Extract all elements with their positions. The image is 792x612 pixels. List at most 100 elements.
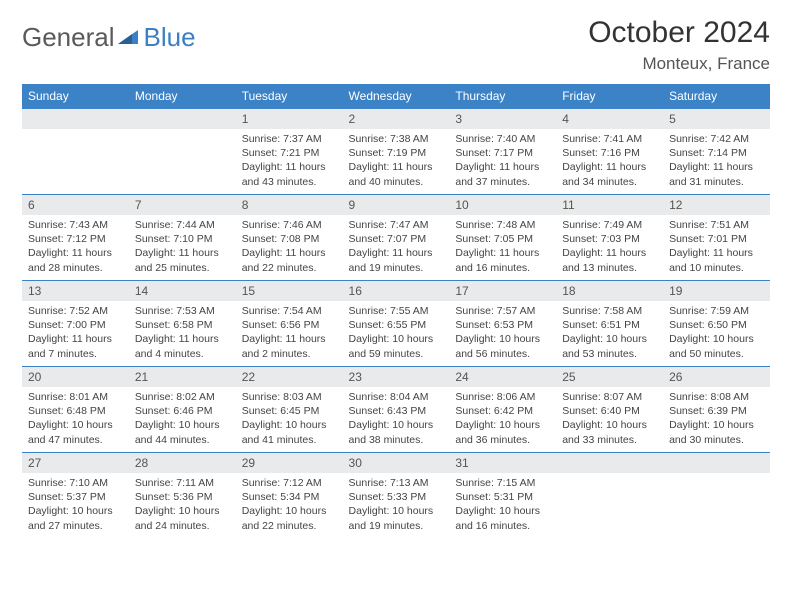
day-content: Sunrise: 7:38 AMSunset: 7:19 PMDaylight:…: [343, 129, 450, 194]
day-content: Sunrise: 8:03 AMSunset: 6:45 PMDaylight:…: [236, 387, 343, 452]
day-content: [22, 129, 129, 179]
day-cell: [556, 453, 663, 539]
day-header-cell: Thursday: [449, 84, 556, 109]
day-number-bar: [22, 109, 129, 129]
day-number-bar: 1: [236, 109, 343, 129]
day-content: Sunrise: 7:10 AMSunset: 5:37 PMDaylight:…: [22, 473, 129, 538]
brand-triangle-icon: [118, 22, 140, 53]
day-cell: 26Sunrise: 8:08 AMSunset: 6:39 PMDayligh…: [663, 367, 770, 453]
day-cell: 28Sunrise: 7:11 AMSunset: 5:36 PMDayligh…: [129, 453, 236, 539]
day-content: Sunrise: 7:43 AMSunset: 7:12 PMDaylight:…: [22, 215, 129, 280]
day-cell: 8Sunrise: 7:46 AMSunset: 7:08 PMDaylight…: [236, 195, 343, 281]
day-cell: 25Sunrise: 8:07 AMSunset: 6:40 PMDayligh…: [556, 367, 663, 453]
day-number-bar: [556, 453, 663, 473]
day-header-cell: Wednesday: [343, 84, 450, 109]
day-number-bar: 7: [129, 195, 236, 215]
day-cell: 17Sunrise: 7:57 AMSunset: 6:53 PMDayligh…: [449, 281, 556, 367]
day-number-bar: 28: [129, 453, 236, 473]
day-content: Sunrise: 7:55 AMSunset: 6:55 PMDaylight:…: [343, 301, 450, 366]
day-cell: 16Sunrise: 7:55 AMSunset: 6:55 PMDayligh…: [343, 281, 450, 367]
day-number-bar: 13: [22, 281, 129, 301]
week-row: 6Sunrise: 7:43 AMSunset: 7:12 PMDaylight…: [22, 195, 770, 281]
day-cell: 30Sunrise: 7:13 AMSunset: 5:33 PMDayligh…: [343, 453, 450, 539]
day-content: Sunrise: 7:41 AMSunset: 7:16 PMDaylight:…: [556, 129, 663, 194]
day-header-cell: Saturday: [663, 84, 770, 109]
day-number-bar: 26: [663, 367, 770, 387]
day-content: Sunrise: 7:15 AMSunset: 5:31 PMDaylight:…: [449, 473, 556, 538]
day-cell: 1Sunrise: 7:37 AMSunset: 7:21 PMDaylight…: [236, 109, 343, 195]
day-cell: 9Sunrise: 7:47 AMSunset: 7:07 PMDaylight…: [343, 195, 450, 281]
day-number-bar: 15: [236, 281, 343, 301]
day-cell: [22, 109, 129, 195]
day-number-bar: 16: [343, 281, 450, 301]
day-content: Sunrise: 7:44 AMSunset: 7:10 PMDaylight:…: [129, 215, 236, 280]
day-cell: 27Sunrise: 7:10 AMSunset: 5:37 PMDayligh…: [22, 453, 129, 539]
day-content: Sunrise: 8:04 AMSunset: 6:43 PMDaylight:…: [343, 387, 450, 452]
day-content: Sunrise: 7:53 AMSunset: 6:58 PMDaylight:…: [129, 301, 236, 366]
day-header-cell: Sunday: [22, 84, 129, 109]
day-content: Sunrise: 7:11 AMSunset: 5:36 PMDaylight:…: [129, 473, 236, 538]
day-number-bar: 5: [663, 109, 770, 129]
day-cell: 12Sunrise: 7:51 AMSunset: 7:01 PMDayligh…: [663, 195, 770, 281]
day-cell: 3Sunrise: 7:40 AMSunset: 7:17 PMDaylight…: [449, 109, 556, 195]
calendar-table: SundayMondayTuesdayWednesdayThursdayFrid…: [22, 84, 770, 539]
day-number-bar: [663, 453, 770, 473]
week-row: 1Sunrise: 7:37 AMSunset: 7:21 PMDaylight…: [22, 109, 770, 195]
day-header-row: SundayMondayTuesdayWednesdayThursdayFrid…: [22, 84, 770, 109]
day-number-bar: 19: [663, 281, 770, 301]
day-content: Sunrise: 7:13 AMSunset: 5:33 PMDaylight:…: [343, 473, 450, 538]
day-number-bar: 27: [22, 453, 129, 473]
day-content: Sunrise: 8:06 AMSunset: 6:42 PMDaylight:…: [449, 387, 556, 452]
day-content: [129, 129, 236, 179]
location: Monteux, France: [588, 54, 770, 74]
day-number-bar: 20: [22, 367, 129, 387]
day-content: [663, 473, 770, 523]
day-number-bar: 10: [449, 195, 556, 215]
day-content: Sunrise: 7:52 AMSunset: 7:00 PMDaylight:…: [22, 301, 129, 366]
day-content: Sunrise: 7:49 AMSunset: 7:03 PMDaylight:…: [556, 215, 663, 280]
day-cell: 13Sunrise: 7:52 AMSunset: 7:00 PMDayligh…: [22, 281, 129, 367]
brand-part2: Blue: [144, 22, 196, 53]
day-cell: 11Sunrise: 7:49 AMSunset: 7:03 PMDayligh…: [556, 195, 663, 281]
day-number-bar: 30: [343, 453, 450, 473]
day-number-bar: 4: [556, 109, 663, 129]
day-content: Sunrise: 7:51 AMSunset: 7:01 PMDaylight:…: [663, 215, 770, 280]
day-content: Sunrise: 7:58 AMSunset: 6:51 PMDaylight:…: [556, 301, 663, 366]
day-number-bar: 6: [22, 195, 129, 215]
day-cell: 20Sunrise: 8:01 AMSunset: 6:48 PMDayligh…: [22, 367, 129, 453]
day-number-bar: 23: [343, 367, 450, 387]
day-number-bar: 25: [556, 367, 663, 387]
day-content: Sunrise: 7:40 AMSunset: 7:17 PMDaylight:…: [449, 129, 556, 194]
day-cell: [129, 109, 236, 195]
title-block: October 2024 Monteux, France: [588, 16, 770, 74]
day-content: Sunrise: 7:42 AMSunset: 7:14 PMDaylight:…: [663, 129, 770, 194]
day-content: Sunrise: 8:07 AMSunset: 6:40 PMDaylight:…: [556, 387, 663, 452]
day-content: Sunrise: 7:48 AMSunset: 7:05 PMDaylight:…: [449, 215, 556, 280]
week-row: 27Sunrise: 7:10 AMSunset: 5:37 PMDayligh…: [22, 453, 770, 539]
day-content: Sunrise: 8:01 AMSunset: 6:48 PMDaylight:…: [22, 387, 129, 452]
day-content: Sunrise: 7:57 AMSunset: 6:53 PMDaylight:…: [449, 301, 556, 366]
day-content: Sunrise: 7:37 AMSunset: 7:21 PMDaylight:…: [236, 129, 343, 194]
day-cell: 29Sunrise: 7:12 AMSunset: 5:34 PMDayligh…: [236, 453, 343, 539]
day-cell: 14Sunrise: 7:53 AMSunset: 6:58 PMDayligh…: [129, 281, 236, 367]
day-number-bar: 21: [129, 367, 236, 387]
day-number-bar: 11: [556, 195, 663, 215]
day-cell: [663, 453, 770, 539]
day-content: Sunrise: 7:46 AMSunset: 7:08 PMDaylight:…: [236, 215, 343, 280]
day-number-bar: 2: [343, 109, 450, 129]
day-cell: 22Sunrise: 8:03 AMSunset: 6:45 PMDayligh…: [236, 367, 343, 453]
week-row: 13Sunrise: 7:52 AMSunset: 7:00 PMDayligh…: [22, 281, 770, 367]
day-header-cell: Monday: [129, 84, 236, 109]
day-number-bar: 22: [236, 367, 343, 387]
day-content: Sunrise: 7:47 AMSunset: 7:07 PMDaylight:…: [343, 215, 450, 280]
day-cell: 24Sunrise: 8:06 AMSunset: 6:42 PMDayligh…: [449, 367, 556, 453]
day-number-bar: 29: [236, 453, 343, 473]
day-number-bar: 18: [556, 281, 663, 301]
day-cell: 18Sunrise: 7:58 AMSunset: 6:51 PMDayligh…: [556, 281, 663, 367]
brand-part1: General: [22, 22, 115, 53]
day-content: Sunrise: 7:54 AMSunset: 6:56 PMDaylight:…: [236, 301, 343, 366]
day-content: [556, 473, 663, 523]
day-number-bar: 8: [236, 195, 343, 215]
week-row: 20Sunrise: 8:01 AMSunset: 6:48 PMDayligh…: [22, 367, 770, 453]
day-cell: 5Sunrise: 7:42 AMSunset: 7:14 PMDaylight…: [663, 109, 770, 195]
